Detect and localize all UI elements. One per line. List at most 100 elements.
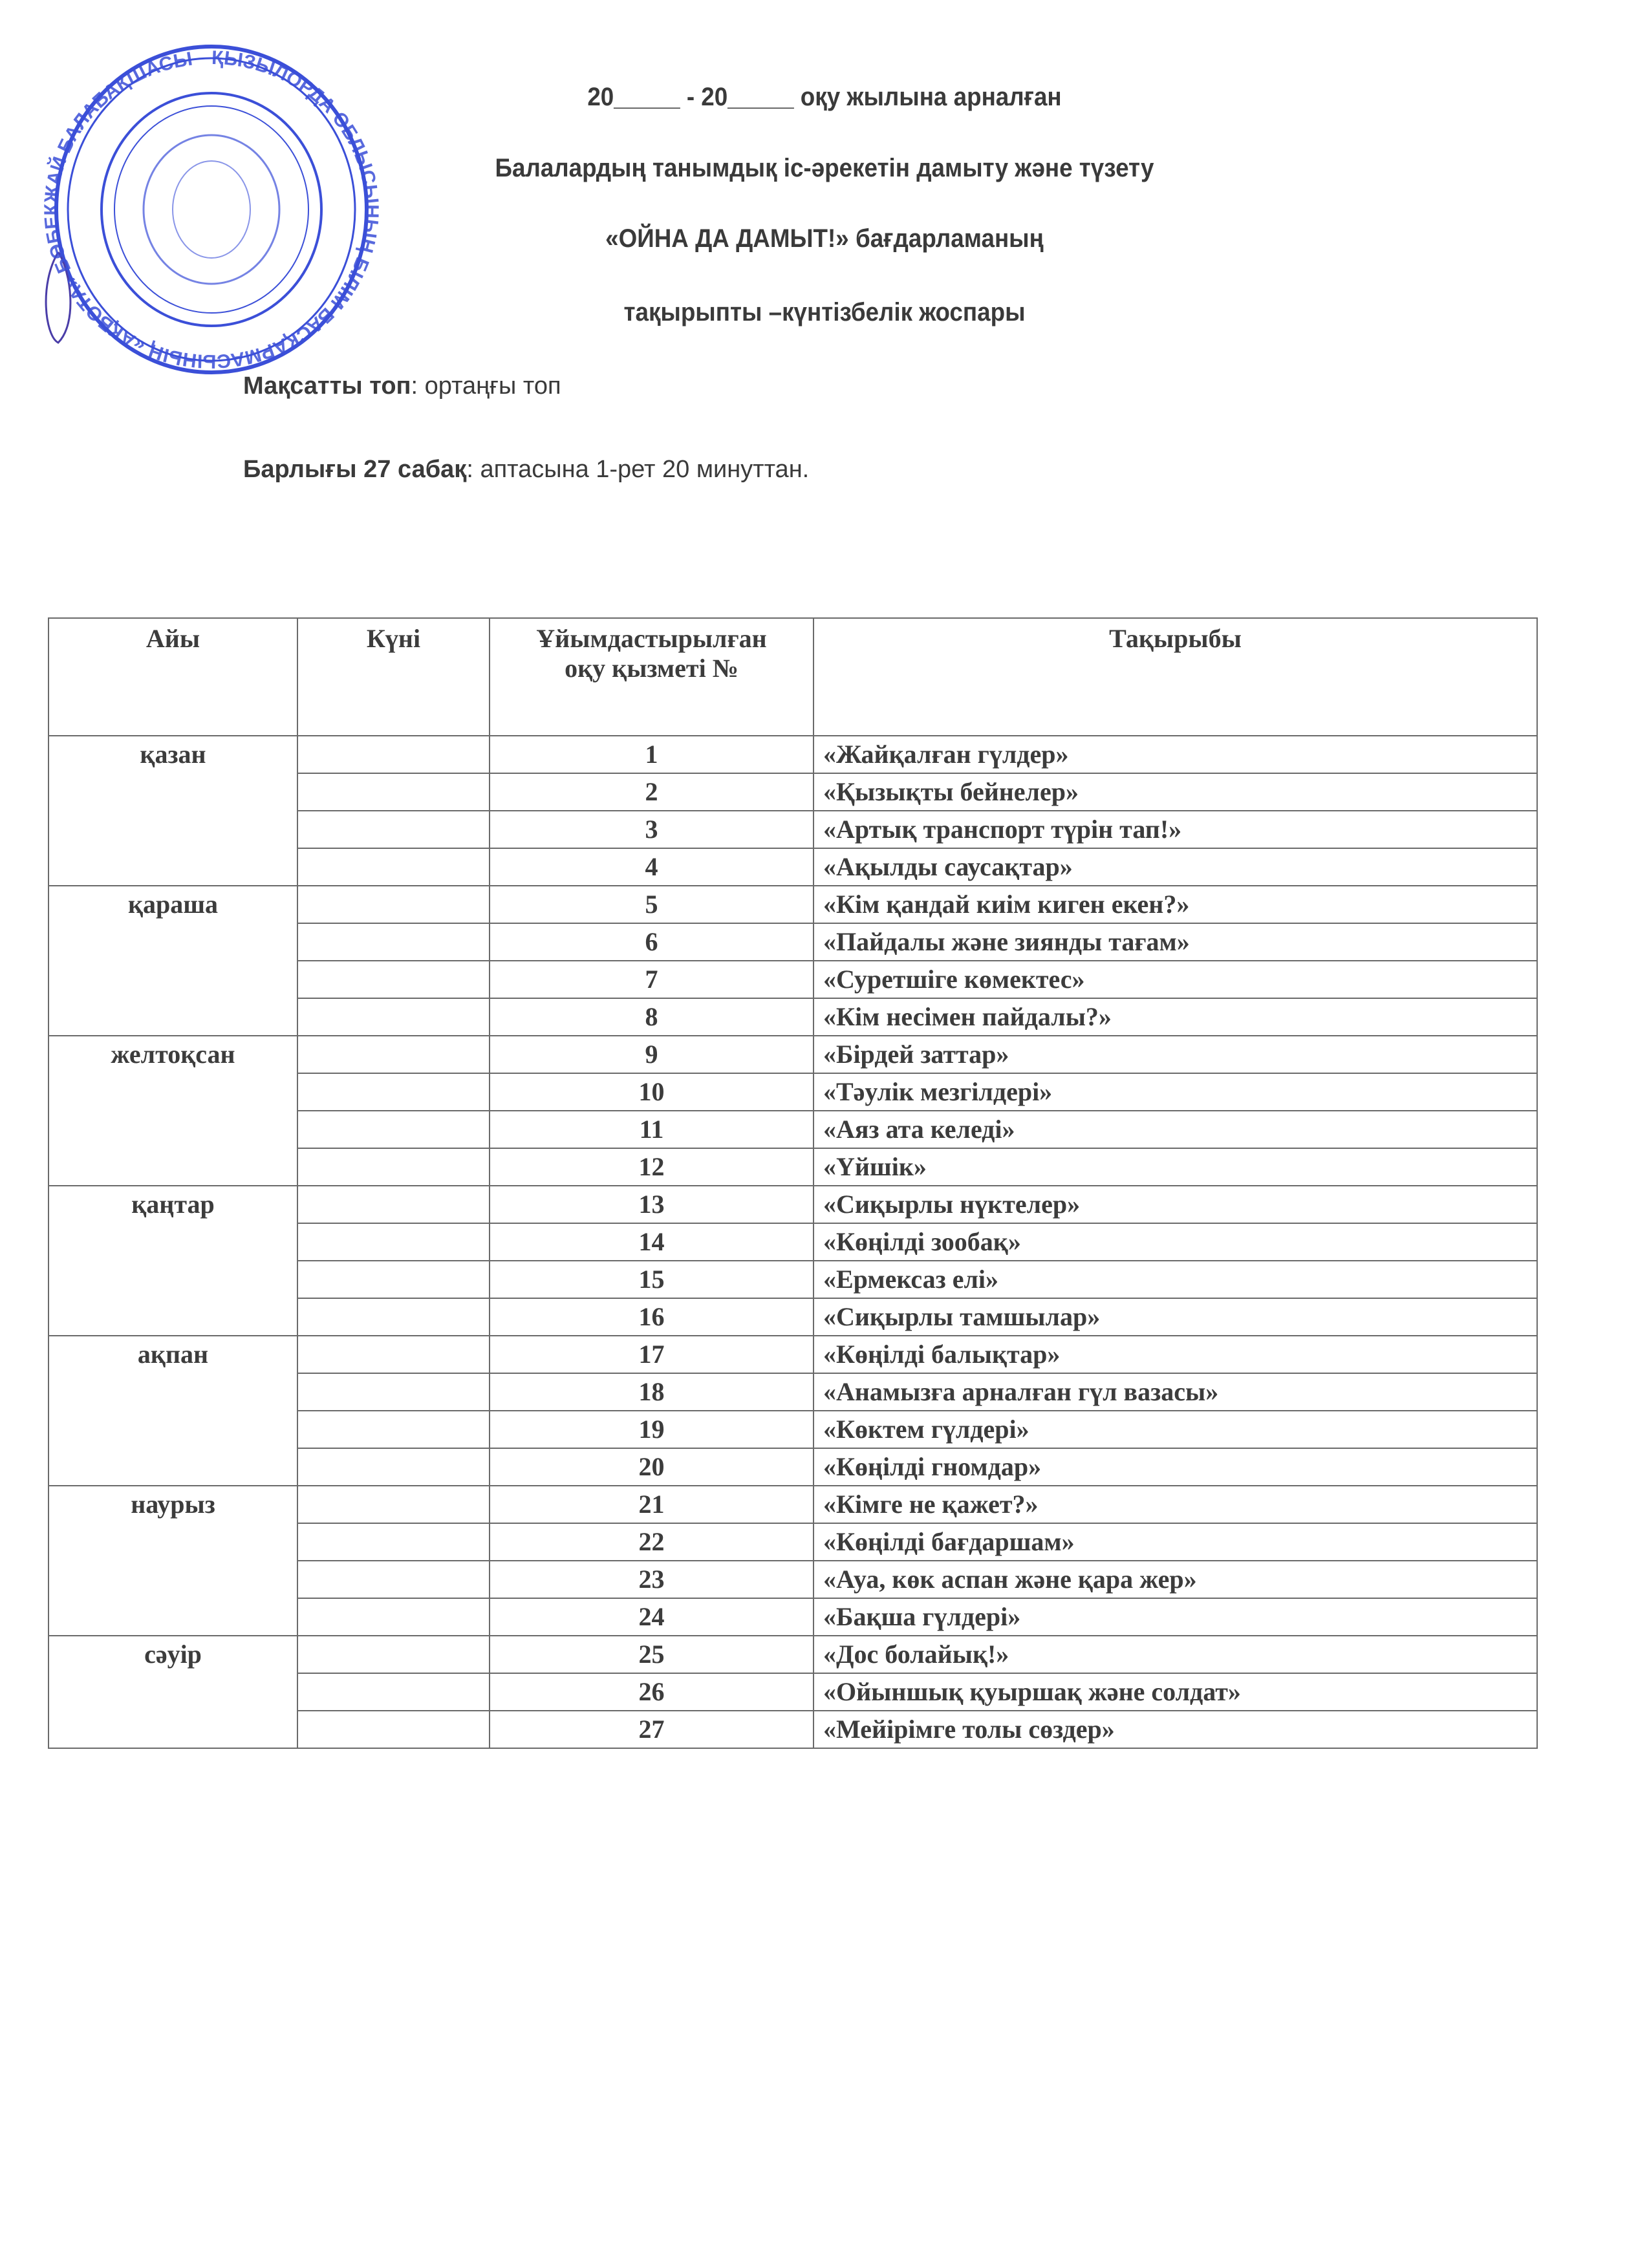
target-group: Мақсатты топ: ортаңғы топ <box>243 372 561 400</box>
lesson-number-cell: 26 <box>489 1673 814 1711</box>
lesson-number-cell: 14 <box>489 1223 814 1261</box>
total-lessons: Барлығы 27 сабақ: аптасына 1-рет 20 мину… <box>243 456 809 484</box>
table-row: қаңтар 13 «Сиқырлы нүктелер» <box>48 1185 1538 1336</box>
topic-cell: «Дос болайық!» <box>813 1635 1538 1674</box>
table-row: 27 «Мейірімге толы сөздер» <box>48 1710 1538 1749</box>
lesson-number-cell: 27 <box>489 1710 814 1749</box>
day-cell <box>297 1710 490 1749</box>
day-cell <box>297 1560 490 1599</box>
topic-cell: «Көктем гүлдері» <box>813 1410 1538 1449</box>
topic-cell: «Артық транспорт түрін тап!» <box>813 810 1538 849</box>
table-row: 11 «Аяз ата келеді» <box>48 1110 1538 1149</box>
day-cell <box>297 960 490 999</box>
lesson-number-cell: 8 <box>489 998 814 1036</box>
table-row: 18 «Анамызға арналған гүл вазасы» <box>48 1373 1538 1411</box>
table-row: 2 «Қызықты бейнелер» <box>48 773 1538 811</box>
table-row: 26 «Ойыншық қуыршақ және солдат» <box>48 1673 1538 1711</box>
lesson-number-cell: 12 <box>489 1148 814 1186</box>
lesson-number-cell: 25 <box>489 1635 814 1674</box>
topic-cell: «Кім қандай киім киген екен?» <box>813 885 1538 924</box>
day-cell <box>297 1110 490 1149</box>
topic-cell: «Бақша гүлдері» <box>813 1598 1538 1636</box>
table-row: наурыз 21 «Кімге не қажет?» <box>48 1485 1538 1636</box>
topic-cell: «Көңілді бағдаршам» <box>813 1523 1538 1561</box>
day-cell <box>297 810 490 849</box>
lesson-number-cell: 16 <box>489 1298 814 1336</box>
topic-cell: «Ақылды саусақтар» <box>813 848 1538 886</box>
lesson-number-cell: 23 <box>489 1560 814 1599</box>
day-cell <box>297 1373 490 1411</box>
lesson-number-cell: 22 <box>489 1523 814 1561</box>
lesson-number-cell: 15 <box>489 1260 814 1299</box>
table-row: желтоқсан 9 «Бірдей заттар» <box>48 1035 1538 1186</box>
lesson-number-cell: 17 <box>489 1335 814 1374</box>
month-cell: қараша <box>48 885 298 1036</box>
title-line-3: «ОЙНА ДА ДАМЫТ!» бағдарламаның <box>605 224 1044 253</box>
month-cell: желтоқсан <box>48 1035 298 1186</box>
table-row: 23 «Ауа, көк аспан және қара жер» <box>48 1560 1538 1599</box>
col-topic: Тақырыбы <box>813 617 1538 736</box>
day-cell <box>297 1335 490 1374</box>
table-row: 6 «Пайдалы және зиянды тағам» <box>48 923 1538 961</box>
topic-cell: «Бірдей заттар» <box>813 1035 1538 1074</box>
lesson-number-cell: 11 <box>489 1110 814 1149</box>
schedule-table: Айы Күні Ұйымдастырылған оқу қызметі № Т… <box>48 617 1538 1749</box>
lesson-number-cell: 1 <box>489 735 814 774</box>
topic-cell: «Тәулік мезгілдері» <box>813 1073 1538 1111</box>
month-cell: ақпан <box>48 1335 298 1486</box>
table-row: сәуір 25 «Дос болайық!» <box>48 1635 1538 1749</box>
month-cell: қазан <box>48 735 298 886</box>
topic-cell: «Көңілді зообақ» <box>813 1223 1538 1261</box>
month-cell: наурыз <box>48 1485 298 1636</box>
day-cell <box>297 1635 490 1674</box>
lesson-number-cell: 6 <box>489 923 814 961</box>
target-group-label: Мақсатты топ <box>243 372 411 400</box>
col-day: Күні <box>297 617 490 736</box>
day-cell <box>297 1073 490 1111</box>
topic-cell: «Ауа, көк аспан және қара жер» <box>813 1560 1538 1599</box>
day-cell <box>297 1035 490 1074</box>
table-row: 15 «Ермексаз елі» <box>48 1260 1538 1299</box>
table-row: 10 «Тәулік мезгілдері» <box>48 1073 1538 1111</box>
lesson-number-cell: 21 <box>489 1485 814 1524</box>
day-cell <box>297 885 490 924</box>
topic-cell: «Ермексаз елі» <box>813 1260 1538 1299</box>
lesson-number-cell: 2 <box>489 773 814 811</box>
table-row: 24 «Бақша гүлдері» <box>48 1598 1538 1636</box>
col-lesson-number: Ұйымдастырылған оқу қызметі № <box>489 617 814 736</box>
table-row: қазан 1 «Жайқалған гүлдер» <box>48 735 1538 886</box>
month-cell: қаңтар <box>48 1185 298 1336</box>
table-row: 14 «Көңілді зообақ» <box>48 1223 1538 1261</box>
day-cell <box>297 1185 490 1224</box>
day-cell <box>297 1298 490 1336</box>
lesson-number-cell: 20 <box>489 1448 814 1486</box>
day-cell <box>297 1523 490 1561</box>
total-lessons-value: : аптасына 1-рет 20 минуттан. <box>466 456 810 483</box>
day-cell <box>297 773 490 811</box>
total-lessons-label: Барлығы 27 сабақ <box>243 456 467 483</box>
day-cell <box>297 848 490 886</box>
title-line-1: 20_____ - 20_____ оқу жылына арналған <box>587 83 1062 111</box>
table-row: 19 «Көктем гүлдері» <box>48 1410 1538 1449</box>
lesson-number-cell: 18 <box>489 1373 814 1411</box>
topic-cell: «Сиқырлы нүктелер» <box>813 1185 1538 1224</box>
table-row: 4 «Ақылды саусақтар» <box>48 848 1538 886</box>
day-cell <box>297 735 490 774</box>
official-stamp: ҚЫЗЫЛОРДА ОБЛЫСЫНЫҢ БІЛІМ БАСҚАРМАСЫНЫҢ … <box>41 45 382 374</box>
lesson-number-cell: 3 <box>489 810 814 849</box>
lesson-number-cell: 9 <box>489 1035 814 1074</box>
topic-cell: «Көңілді балықтар» <box>813 1335 1538 1374</box>
topic-cell: «Анамызға арналған гүл вазасы» <box>813 1373 1538 1411</box>
table-row: 12 «Үйшік» <box>48 1148 1538 1186</box>
day-cell <box>297 1598 490 1636</box>
day-cell <box>297 1673 490 1711</box>
table-row: 8 «Кім несімен пайдалы?» <box>48 998 1538 1036</box>
lesson-number-cell: 7 <box>489 960 814 999</box>
lesson-number-cell: 19 <box>489 1410 814 1449</box>
topic-cell: «Ойыншық қуыршақ және солдат» <box>813 1673 1538 1711</box>
lesson-number-cell: 10 <box>489 1073 814 1111</box>
lesson-number-cell: 4 <box>489 848 814 886</box>
title-line-4: тақырыпты –күнтізбелік жоспары <box>623 298 1026 326</box>
table-row: қараша 5 «Кім қандай киім киген екен?» <box>48 885 1538 1036</box>
topic-cell: «Жайқалған гүлдер» <box>813 735 1538 774</box>
